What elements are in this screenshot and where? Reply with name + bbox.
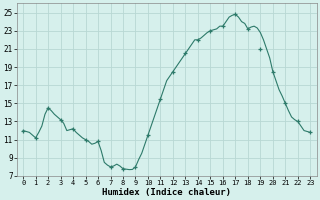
X-axis label: Humidex (Indice chaleur): Humidex (Indice chaleur) <box>102 188 231 197</box>
